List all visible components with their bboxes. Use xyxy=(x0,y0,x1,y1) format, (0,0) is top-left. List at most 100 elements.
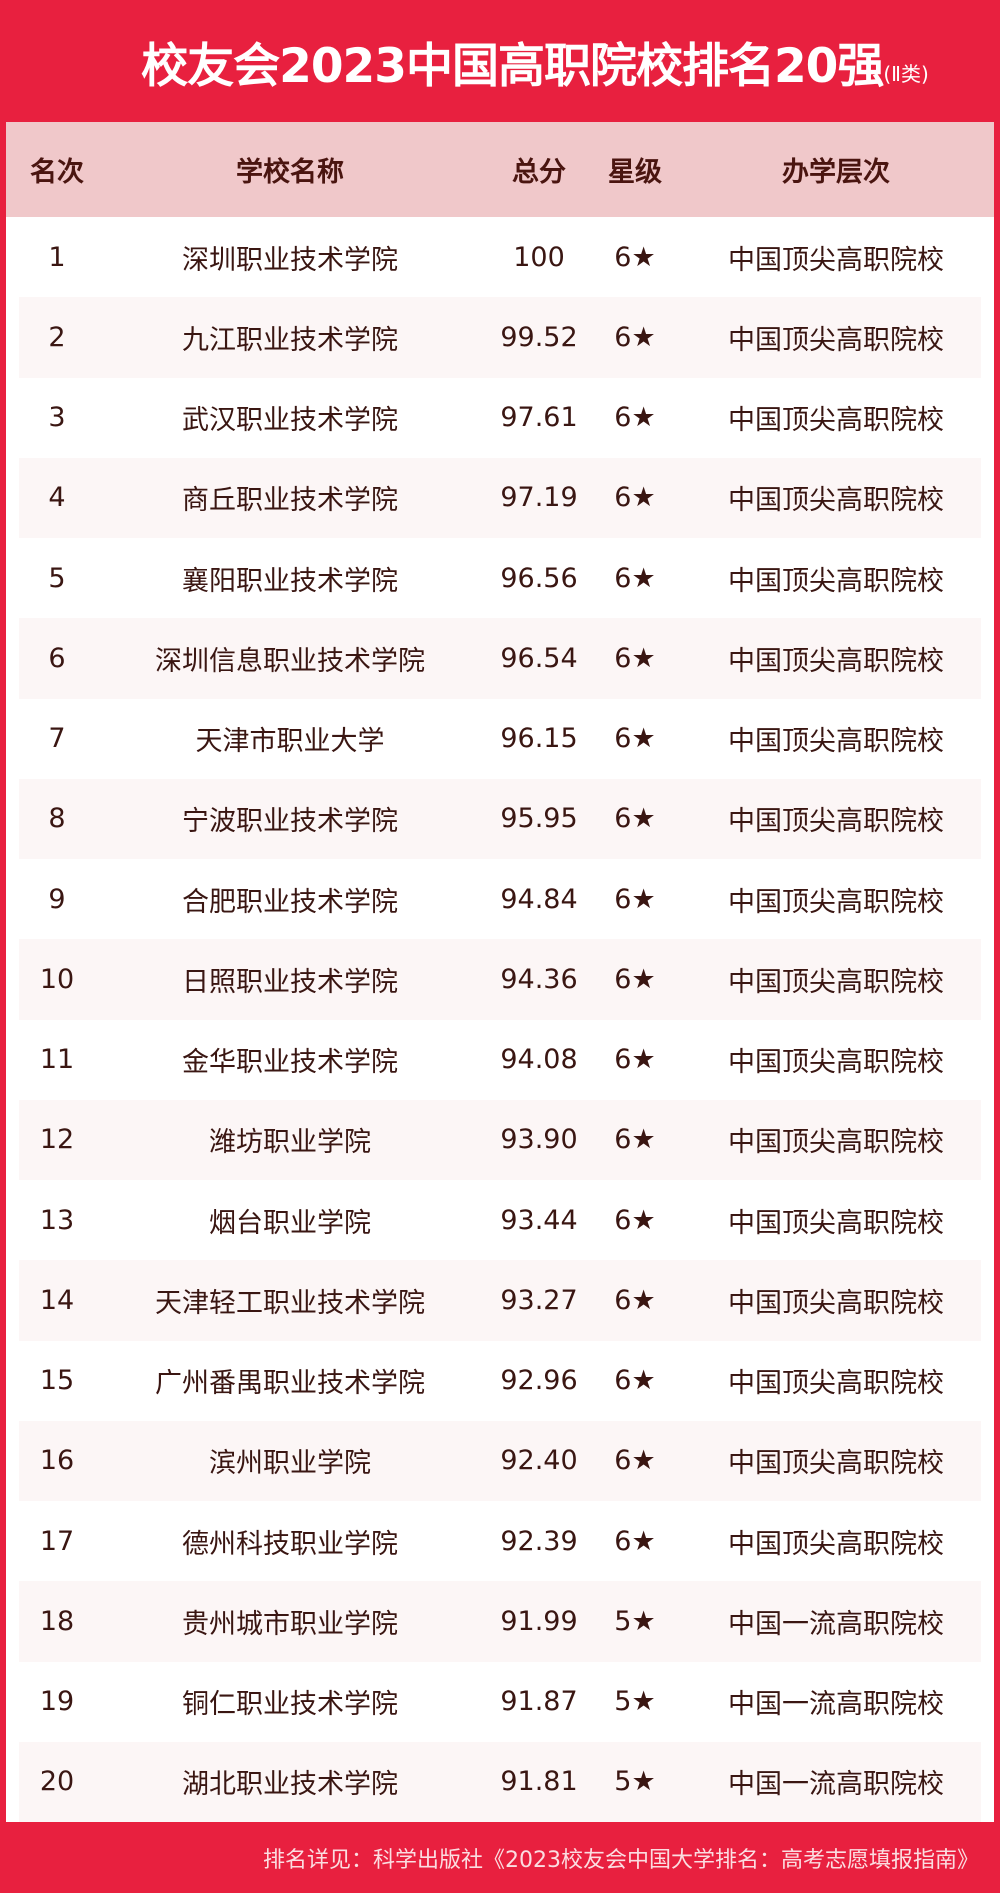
cell-level: 中国一流高职院校 xyxy=(728,1689,944,1721)
cell-level: 中国顶尖高职院校 xyxy=(728,1207,944,1239)
table-row: 2 九江职业技术学院 99.52 6★ 中国顶尖高职院校 xyxy=(6,297,994,378)
cell-rank: 20 xyxy=(39,1766,75,1798)
cell-rank: 7 xyxy=(48,723,66,755)
cell-level: 中国顶尖高职院校 xyxy=(728,726,944,758)
cell-stars: 6★ xyxy=(614,562,656,594)
cell-score: 93.90 xyxy=(500,1124,578,1156)
cell-score: 93.27 xyxy=(500,1284,578,1316)
cell-rank: 15 xyxy=(39,1365,75,1397)
cell-school-name: 贵州城市职业学院 xyxy=(182,1608,398,1640)
cell-school-name: 深圳职业技术学院 xyxy=(182,244,398,276)
table-row: 12 潍坊职业学院 93.90 6★ 中国顶尖高职院校 xyxy=(6,1099,994,1181)
cell-level: 中国顶尖高职院校 xyxy=(728,1528,944,1560)
cell-stars: 6★ xyxy=(614,1284,656,1316)
cell-school-name: 金华职业技术学院 xyxy=(182,1047,398,1079)
title-sub: (Ⅱ类) xyxy=(883,61,929,86)
cell-level: 中国顶尖高职院校 xyxy=(728,1287,944,1319)
cell-rank: 5 xyxy=(48,562,66,594)
cell-level: 中国顶尖高职院校 xyxy=(728,645,944,677)
table-row: 16 滨州职业学院 92.40 6★ 中国顶尖高职院校 xyxy=(6,1420,994,1502)
cell-level: 中国顶尖高职院校 xyxy=(728,806,944,838)
cell-school-name: 铜仁职业技术学院 xyxy=(182,1689,398,1721)
cell-stars: 6★ xyxy=(614,642,656,674)
cell-school-name: 武汉职业技术学院 xyxy=(182,405,398,437)
cell-level: 中国顶尖高职院校 xyxy=(728,1368,944,1400)
table-row: 15 广州番禺职业技术学院 92.96 6★ 中国顶尖高职院校 xyxy=(6,1341,994,1421)
cell-rank: 18 xyxy=(39,1605,75,1637)
cell-level: 中国顶尖高职院校 xyxy=(728,1127,944,1159)
ranking-table: 名次 学校名称 总分 星级 办学层次 1 深圳职业技术学院 100 6★ 中国顶尖高职院… xyxy=(6,122,994,1823)
cell-level: 中国顶尖高职院校 xyxy=(728,1448,944,1480)
cell-stars: 6★ xyxy=(614,1124,656,1156)
cell-school-name: 襄阳职业技术学院 xyxy=(182,565,398,597)
cell-rank: 1 xyxy=(48,241,66,273)
cell-score: 93.44 xyxy=(500,1204,578,1236)
cell-rank: 14 xyxy=(39,1284,75,1316)
table-row: 3 武汉职业技术学院 97.61 6★ 中国顶尖高职院校 xyxy=(6,378,994,458)
cell-level: 中国顶尖高职院校 xyxy=(728,1047,944,1079)
cell-school-name: 日照职业技术学院 xyxy=(182,966,398,998)
table-header: 名次 学校名称 总分 星级 办学层次 xyxy=(6,122,994,217)
table-row: 14 天津轻工职业技术学院 93.27 6★ 中国顶尖高职院校 xyxy=(6,1260,994,1341)
cell-score: 100 xyxy=(513,241,565,273)
title-main: 校友会2023中国高职院校排名20强 xyxy=(141,38,884,94)
cell-rank: 9 xyxy=(48,883,66,915)
cell-level: 中国顶尖高职院校 xyxy=(728,405,944,437)
cell-rank: 13 xyxy=(39,1204,75,1236)
cell-school-name: 合肥职业技术学院 xyxy=(182,886,398,918)
cell-school-name: 深圳信息职业技术学院 xyxy=(155,645,425,677)
cell-rank: 3 xyxy=(48,402,66,434)
header-level: 办学层次 xyxy=(782,157,890,188)
cell-stars: 6★ xyxy=(614,803,656,835)
cell-level: 中国顶尖高职院校 xyxy=(728,966,944,998)
header-rank: 名次 xyxy=(30,157,84,188)
table-row: 5 襄阳职业技术学院 96.56 6★ 中国顶尖高职院校 xyxy=(6,538,994,618)
cell-stars: 6★ xyxy=(614,1525,656,1557)
cell-score: 92.40 xyxy=(500,1445,578,1477)
cell-stars: 6★ xyxy=(614,1204,656,1236)
table-row: 18 贵州城市职业学院 91.99 5★ 中国一流高职院校 xyxy=(6,1581,994,1662)
cell-score: 95.95 xyxy=(500,803,578,835)
cell-school-name: 九江职业技术学院 xyxy=(182,324,398,356)
cell-stars: 6★ xyxy=(614,883,656,915)
table-row: 20 湖北职业技术学院 91.81 5★ 中国一流高职院校 xyxy=(6,1741,994,1823)
cell-stars: 6★ xyxy=(614,1365,656,1397)
cell-rank: 10 xyxy=(39,963,75,995)
cell-rank: 17 xyxy=(39,1525,75,1557)
header-school: 学校名称 xyxy=(236,157,344,188)
cell-score: 94.08 xyxy=(500,1044,578,1076)
cell-score: 96.56 xyxy=(500,562,578,594)
table-row: 17 德州科技职业学院 92.39 6★ 中国顶尖高职院校 xyxy=(6,1501,994,1581)
table-row: 13 烟台职业学院 93.44 6★ 中国顶尖高职院校 xyxy=(6,1180,994,1260)
table-row: 19 铜仁职业技术学院 91.87 5★ 中国一流高职院校 xyxy=(6,1662,994,1742)
table-row: 10 日照职业技术学院 94.36 6★ 中国顶尖高职院校 xyxy=(6,939,994,1020)
cell-school-name: 天津轻工职业技术学院 xyxy=(155,1287,425,1319)
cell-school-name: 商丘职业技术学院 xyxy=(182,485,398,517)
table-row: 4 商丘职业技术学院 97.19 6★ 中国顶尖高职院校 xyxy=(6,457,994,539)
table-row: 7 天津市职业大学 96.15 6★ 中国顶尖高职院校 xyxy=(6,699,994,779)
table-row: 1 深圳职业技术学院 100 6★ 中国顶尖高职院校 xyxy=(6,217,994,297)
cell-level: 中国一流高职院校 xyxy=(728,1608,944,1640)
cell-score: 94.36 xyxy=(500,963,578,995)
cell-school-name: 天津市职业大学 xyxy=(195,726,385,758)
cell-school-name: 烟台职业学院 xyxy=(209,1207,371,1239)
cell-rank: 11 xyxy=(39,1044,75,1076)
cell-stars: 6★ xyxy=(614,1445,656,1477)
page-title: 校友会2023中国高职院校排名20强 (Ⅱ类) xyxy=(0,0,1000,122)
header-stars: 星级 xyxy=(608,157,662,188)
cell-school-name: 湖北职业技术学院 xyxy=(182,1769,398,1801)
cell-school-name: 潍坊职业学院 xyxy=(209,1127,371,1159)
cell-rank: 19 xyxy=(39,1686,75,1718)
cell-stars: 6★ xyxy=(614,723,656,755)
cell-stars: 6★ xyxy=(614,241,656,273)
source-note: 排名详见：科学出版社《2023校友会中国大学排名：高考志愿填报指南》 xyxy=(263,1847,979,1873)
cell-level: 中国顶尖高职院校 xyxy=(728,485,944,517)
cell-rank: 12 xyxy=(39,1124,75,1156)
cell-score: 94.84 xyxy=(500,883,578,915)
cell-rank: 6 xyxy=(48,642,66,674)
cell-score: 99.52 xyxy=(500,321,578,353)
cell-score: 92.39 xyxy=(500,1525,578,1557)
header-score: 总分 xyxy=(512,157,566,188)
cell-school-name: 滨州职业学院 xyxy=(209,1448,371,1480)
cell-stars: 5★ xyxy=(614,1605,656,1637)
